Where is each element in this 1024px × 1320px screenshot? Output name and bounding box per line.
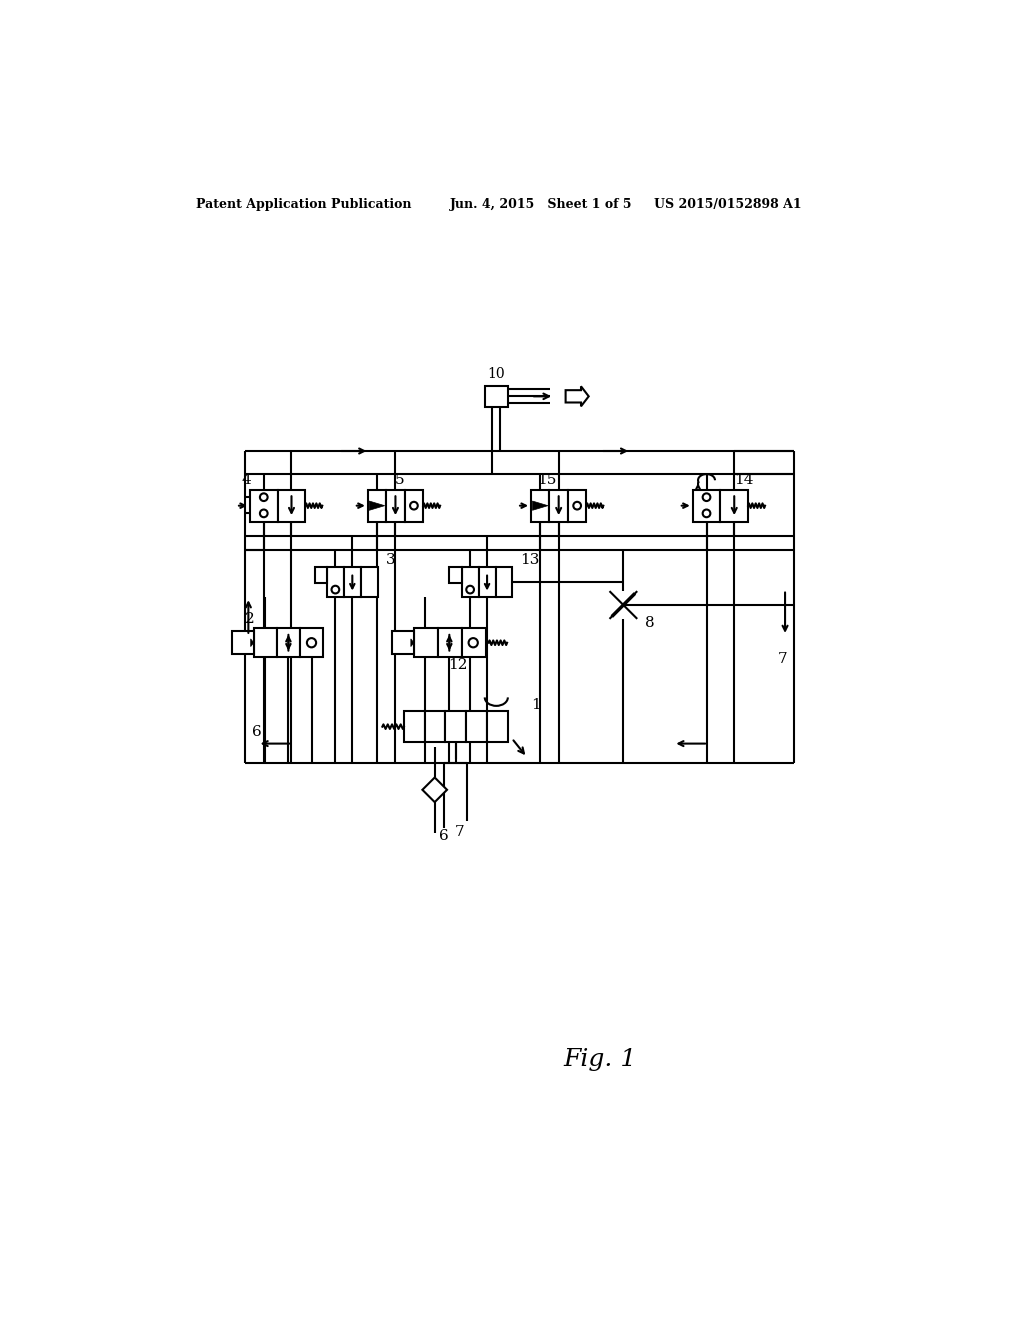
- Text: 6: 6: [439, 829, 449, 843]
- Bar: [445, 711, 466, 742]
- Text: 13: 13: [520, 553, 540, 568]
- Circle shape: [466, 586, 474, 594]
- Bar: [278, 490, 305, 521]
- Bar: [250, 490, 278, 521]
- Circle shape: [332, 586, 339, 594]
- Bar: [344, 566, 360, 598]
- Bar: [300, 628, 323, 657]
- Text: 12: 12: [449, 659, 468, 672]
- Bar: [462, 566, 478, 598]
- Bar: [568, 490, 587, 521]
- Bar: [232, 631, 254, 655]
- Text: 1: 1: [531, 698, 541, 711]
- Text: Jun. 4, 2015   Sheet 1 of 5: Jun. 4, 2015 Sheet 1 of 5: [451, 198, 633, 211]
- Bar: [392, 631, 414, 655]
- Bar: [276, 628, 300, 657]
- Bar: [386, 490, 404, 521]
- Text: 3: 3: [385, 553, 395, 568]
- Bar: [720, 490, 749, 521]
- Text: Patent Application Publication: Patent Application Publication: [196, 198, 412, 211]
- Circle shape: [260, 494, 267, 502]
- Text: 15: 15: [537, 474, 556, 487]
- Text: 6: 6: [252, 725, 261, 739]
- Bar: [254, 628, 276, 657]
- Bar: [450, 566, 462, 583]
- Text: 4: 4: [242, 474, 251, 487]
- Bar: [425, 711, 445, 742]
- Text: US 2015/0152898 A1: US 2015/0152898 A1: [654, 198, 802, 211]
- Circle shape: [573, 502, 581, 510]
- Bar: [692, 490, 720, 521]
- Circle shape: [410, 502, 418, 510]
- Polygon shape: [411, 639, 414, 647]
- Bar: [314, 566, 327, 583]
- Circle shape: [307, 638, 316, 647]
- Bar: [496, 566, 512, 598]
- Circle shape: [702, 510, 711, 517]
- Circle shape: [260, 510, 267, 517]
- Bar: [368, 490, 386, 521]
- Bar: [360, 566, 378, 598]
- Text: 8: 8: [645, 615, 654, 630]
- Text: 14: 14: [734, 474, 754, 487]
- Bar: [404, 490, 423, 521]
- Text: 10: 10: [487, 367, 505, 381]
- Text: 2: 2: [245, 612, 255, 626]
- Polygon shape: [565, 387, 589, 407]
- Text: 5: 5: [394, 474, 404, 487]
- Bar: [487, 711, 508, 742]
- Circle shape: [702, 494, 711, 502]
- Bar: [478, 566, 496, 598]
- Bar: [438, 628, 462, 657]
- Text: Fig. 1: Fig. 1: [563, 1048, 637, 1071]
- Bar: [462, 628, 485, 657]
- Bar: [403, 711, 425, 742]
- Circle shape: [469, 638, 478, 647]
- Polygon shape: [422, 777, 447, 803]
- Bar: [414, 628, 438, 657]
- Bar: [484, 385, 508, 407]
- Polygon shape: [532, 502, 548, 511]
- Polygon shape: [370, 502, 385, 511]
- Text: 7: 7: [778, 652, 787, 665]
- Bar: [327, 566, 344, 598]
- Bar: [531, 490, 550, 521]
- Bar: [466, 711, 487, 742]
- Text: 7: 7: [455, 825, 464, 840]
- Polygon shape: [251, 639, 254, 647]
- Bar: [550, 490, 568, 521]
